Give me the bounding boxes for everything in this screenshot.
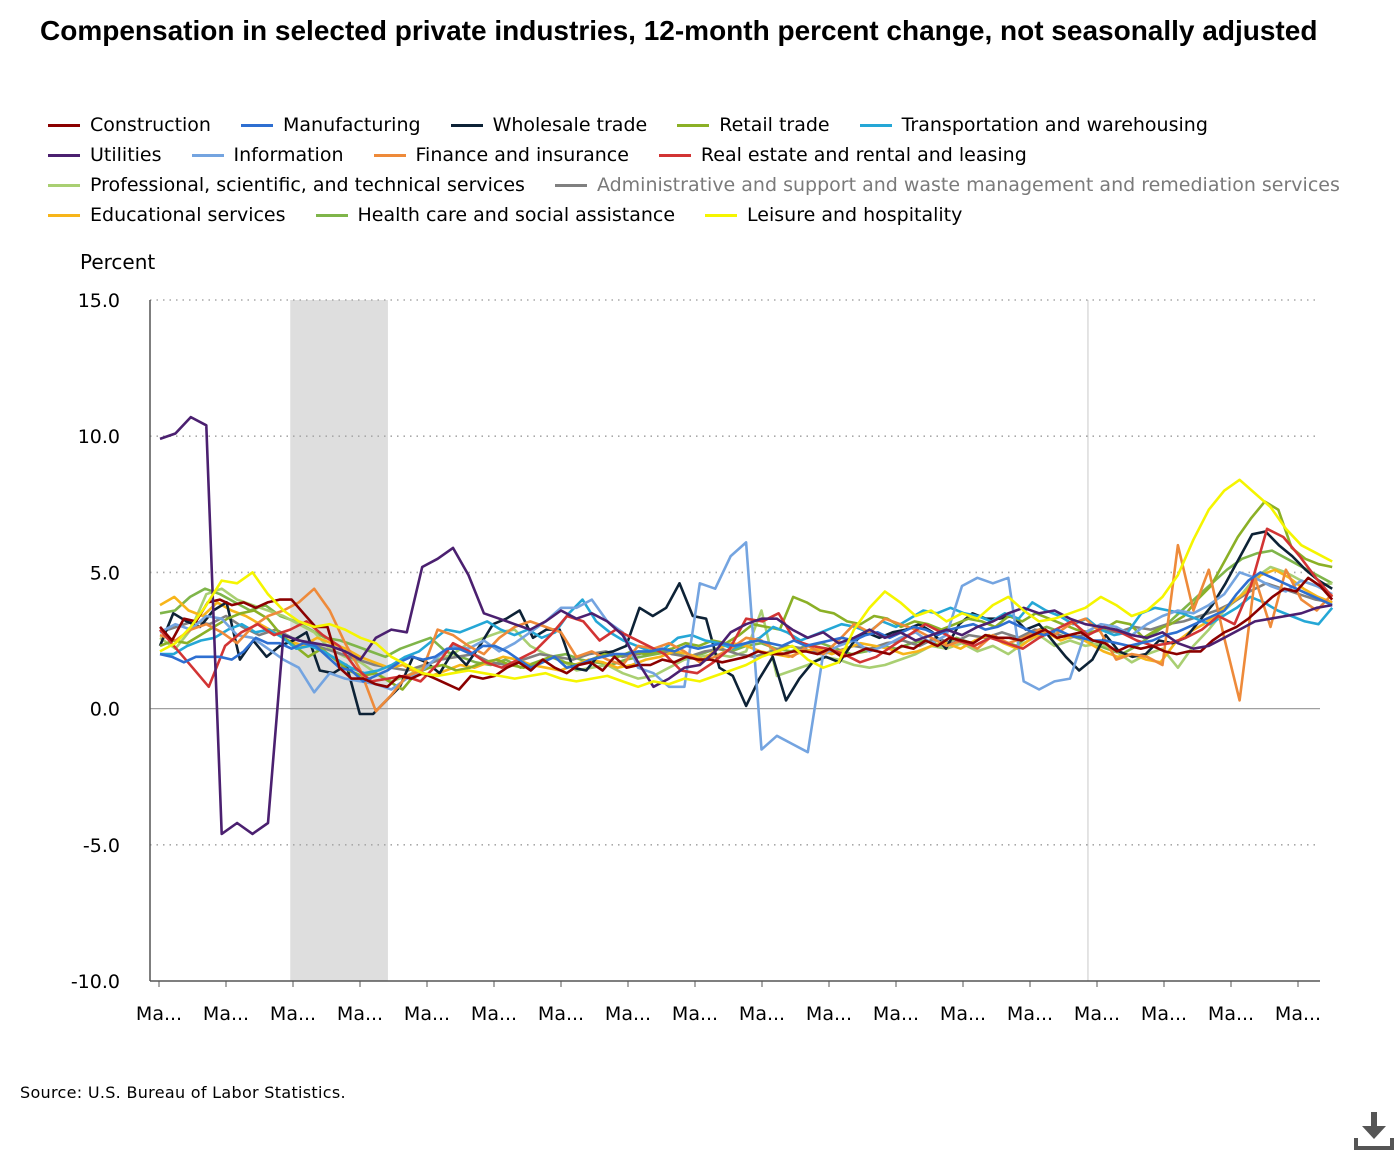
download-icon[interactable] xyxy=(1352,1108,1396,1152)
y-tick-label: 5.0 xyxy=(90,562,120,584)
legend-label: Manufacturing xyxy=(282,114,421,136)
legend-label: Wholesale trade xyxy=(492,114,648,136)
legend-swatch xyxy=(240,123,273,127)
legend-swatch xyxy=(450,123,483,127)
legend-item[interactable]: Professional, scientific, and technical … xyxy=(48,170,525,200)
source-note: Source: U.S. Bureau of Labor Statistics. xyxy=(20,1083,346,1102)
legend-swatch xyxy=(658,153,691,157)
legend-label: Leisure and hospitality xyxy=(747,204,963,226)
legend-swatch xyxy=(48,153,80,157)
series-line-construction xyxy=(159,576,1334,691)
legend-row: Educational services Health care and soci… xyxy=(48,200,1388,230)
legend-item[interactable]: Educational services xyxy=(48,200,286,230)
series-line-manufacturing xyxy=(159,571,1333,683)
legend-swatch xyxy=(315,213,348,217)
x-tick-label: Ma... xyxy=(672,1003,718,1025)
x-tick-label: Ma... xyxy=(471,1003,517,1025)
y-tick-label: 15.0 xyxy=(78,290,120,312)
legend-swatch xyxy=(677,123,710,127)
legend-label: Construction xyxy=(90,114,211,136)
legend-swatch xyxy=(191,153,224,157)
legend-label: Information xyxy=(233,144,344,166)
legend-item[interactable]: Wholesale trade xyxy=(450,110,648,140)
legend-label: Finance and insurance xyxy=(415,144,629,166)
series-line-information xyxy=(159,541,1333,754)
x-tick-label: Ma... xyxy=(1275,1003,1321,1025)
y-tick-label: 0.0 xyxy=(90,699,120,721)
legend-item[interactable]: Finance and insurance xyxy=(373,140,629,170)
legend-item[interactable]: Retail trade xyxy=(677,110,830,140)
x-tick-label: Ma... xyxy=(538,1003,584,1025)
x-tick-label: Ma... xyxy=(806,1003,852,1025)
legend-swatch xyxy=(859,123,892,127)
x-tick-label: Ma... xyxy=(605,1003,651,1025)
y-tick-label: -10.0 xyxy=(71,971,120,993)
series-line-leisure-and-hospitality xyxy=(159,478,1333,689)
x-tick-label: Ma... xyxy=(1141,1003,1187,1025)
y-axis-title: Percent xyxy=(80,250,156,274)
legend-swatch xyxy=(373,153,406,157)
x-tick-label: Ma... xyxy=(1007,1003,1053,1025)
legend-swatch xyxy=(48,183,80,187)
legend-item[interactable]: Transportation and warehousing xyxy=(859,110,1208,140)
legend-label: Health care and social assistance xyxy=(357,204,676,226)
legend-label: Professional, scientific, and technical … xyxy=(90,174,525,196)
chart-title: Compensation in selected private industr… xyxy=(40,15,1318,46)
x-tick-label: Ma... xyxy=(873,1003,919,1025)
legend-item[interactable]: Administrative and support and waste man… xyxy=(554,170,1340,200)
legend-item[interactable]: Information xyxy=(191,140,344,170)
legend: Construction Manufacturing Wholesale trade… xyxy=(48,110,1388,230)
legend-item[interactable]: Manufacturing xyxy=(240,110,421,140)
legend-label: Transportation and warehousing xyxy=(901,114,1208,136)
legend-row: Professional, scientific, and technical … xyxy=(48,170,1388,200)
y-tick-label: -5.0 xyxy=(83,835,120,857)
x-tick-label: Ma... xyxy=(739,1003,785,1025)
legend-item[interactable]: Construction xyxy=(48,110,211,140)
series-line-real-estate-and-rental-and-leasing xyxy=(159,527,1334,689)
x-tick-label: Ma... xyxy=(136,1003,182,1025)
legend-swatch xyxy=(48,123,80,127)
x-tick-label: Ma... xyxy=(940,1003,986,1025)
legend-swatch xyxy=(554,183,587,187)
legend-swatch xyxy=(48,213,80,217)
series-line-finance-and-insurance xyxy=(159,543,1334,713)
legend-swatch xyxy=(705,213,738,217)
legend-label: Administrative and support and waste man… xyxy=(596,174,1340,196)
chart-svg: 15.0 10.0 5.0 0.0 -5.0 -10.0 Ma... Ma... Ma... Ma… xyxy=(71,290,1334,1025)
y-tick-label: 10.0 xyxy=(78,426,120,448)
legend-row: Utilities Information Finance and insuranc… xyxy=(48,140,1388,170)
series-line-utilities xyxy=(159,415,1333,836)
x-tick-label: Ma... xyxy=(270,1003,316,1025)
legend-label: Retail trade xyxy=(719,114,830,136)
legend-item[interactable]: Utilities xyxy=(48,140,162,170)
legend-item[interactable]: Leisure and hospitality xyxy=(705,200,962,230)
legend-label: Utilities xyxy=(90,144,162,166)
legend-item[interactable]: Real estate and rental and leasing xyxy=(658,140,1027,170)
legend-label: Educational services xyxy=(90,204,286,226)
x-tick-label: Ma... xyxy=(337,1003,383,1025)
x-tick-label: Ma... xyxy=(404,1003,450,1025)
x-tick-label: Ma... xyxy=(1074,1003,1120,1025)
x-tick-label: Ma... xyxy=(203,1003,249,1025)
legend-row: Construction Manufacturing Wholesale trade… xyxy=(48,110,1388,140)
legend-label: Real estate and rental and leasing xyxy=(700,144,1027,166)
legend-item[interactable]: Health care and social assistance xyxy=(315,200,676,230)
x-tick-label: Ma... xyxy=(1208,1003,1254,1025)
